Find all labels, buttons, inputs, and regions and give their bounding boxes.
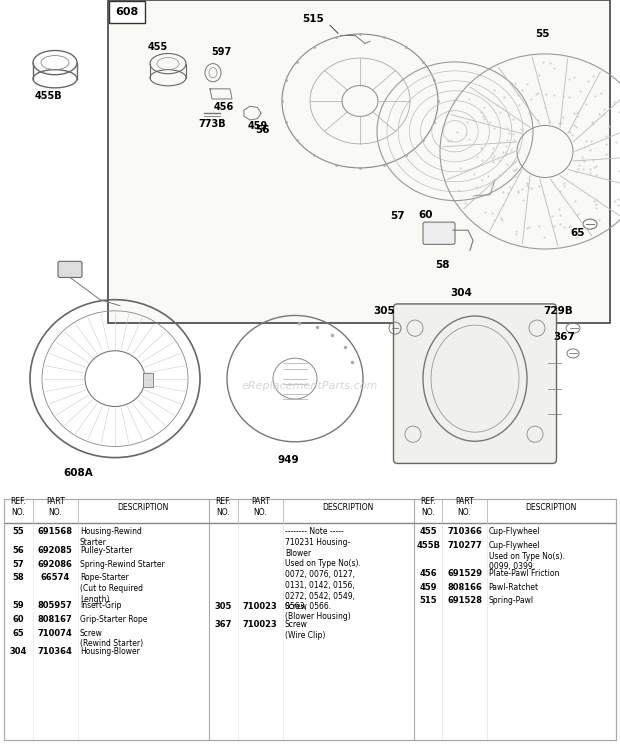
Text: 597: 597 xyxy=(211,47,231,57)
Text: 56: 56 xyxy=(12,546,24,555)
Text: 691529: 691529 xyxy=(447,569,482,578)
Text: Screw
(Blower Housing): Screw (Blower Housing) xyxy=(285,602,350,621)
Text: Pulley-Starter: Pulley-Starter xyxy=(80,546,132,555)
Text: 65: 65 xyxy=(570,228,585,238)
Text: 59: 59 xyxy=(12,601,24,610)
Text: REF.
NO.: REF. NO. xyxy=(216,497,231,517)
Text: 692085: 692085 xyxy=(38,546,73,555)
Text: 56: 56 xyxy=(255,125,270,135)
Text: 304: 304 xyxy=(10,647,27,656)
Text: 773B: 773B xyxy=(198,119,226,129)
Text: Screw
(Wire Clip): Screw (Wire Clip) xyxy=(285,620,325,640)
Text: 710277: 710277 xyxy=(447,541,482,550)
Text: 455B: 455B xyxy=(35,91,63,101)
Text: 65: 65 xyxy=(12,629,24,638)
Text: Pawl-Ratchet: Pawl-Ratchet xyxy=(489,583,539,591)
Text: 691528: 691528 xyxy=(447,597,482,606)
Text: DESCRIPTION: DESCRIPTION xyxy=(118,502,169,512)
Text: Cup-Flywheel: Cup-Flywheel xyxy=(489,527,540,536)
Text: 729B: 729B xyxy=(543,306,573,316)
Text: 55: 55 xyxy=(535,29,549,39)
Text: DESCRIPTION: DESCRIPTION xyxy=(526,502,577,512)
Text: 710364: 710364 xyxy=(38,647,73,656)
Text: 692086: 692086 xyxy=(38,559,73,568)
Text: 58: 58 xyxy=(12,574,24,583)
Text: 608: 608 xyxy=(115,7,139,17)
Text: 949: 949 xyxy=(277,455,299,466)
Text: DESCRIPTION: DESCRIPTION xyxy=(323,502,374,512)
Text: Spring-Pawl: Spring-Pawl xyxy=(489,597,534,606)
FancyBboxPatch shape xyxy=(423,222,455,244)
Text: 455B: 455B xyxy=(416,541,440,550)
Text: 710023: 710023 xyxy=(243,620,278,629)
Text: 66574: 66574 xyxy=(41,574,70,583)
Text: 456: 456 xyxy=(419,569,437,578)
Text: 367: 367 xyxy=(215,620,232,629)
Text: 691568: 691568 xyxy=(38,527,73,536)
FancyBboxPatch shape xyxy=(394,304,557,464)
Text: 55: 55 xyxy=(12,527,24,536)
Text: REF.
NO.: REF. NO. xyxy=(11,497,26,517)
Text: 710074: 710074 xyxy=(38,629,73,638)
Text: 608A: 608A xyxy=(63,468,93,478)
Text: 455: 455 xyxy=(419,527,437,536)
Text: 459: 459 xyxy=(419,583,437,591)
Text: 808167: 808167 xyxy=(38,615,73,624)
Text: eReplacementParts.com: eReplacementParts.com xyxy=(242,381,378,391)
FancyBboxPatch shape xyxy=(109,1,145,23)
Text: 515: 515 xyxy=(302,14,324,25)
Text: 57: 57 xyxy=(12,559,24,568)
Text: 710023: 710023 xyxy=(243,602,278,611)
FancyBboxPatch shape xyxy=(58,261,82,278)
Text: 305: 305 xyxy=(215,602,232,611)
Text: Insert-Grip: Insert-Grip xyxy=(80,601,121,610)
Text: 305: 305 xyxy=(373,306,395,316)
Text: REF.
NO.: REF. NO. xyxy=(420,497,436,517)
Bar xyxy=(143,373,153,387)
Bar xyxy=(108,0,610,323)
Text: -------- Note -----
710231 Housing-
Blower
Used on Type No(s).
0072, 0076, 0127,: -------- Note ----- 710231 Housing- Blow… xyxy=(285,527,361,612)
Text: 58: 58 xyxy=(435,260,449,269)
Text: 60: 60 xyxy=(418,210,433,220)
Text: 304: 304 xyxy=(450,288,472,298)
Text: Grip-Starter Rope: Grip-Starter Rope xyxy=(80,615,147,624)
Text: 367: 367 xyxy=(553,333,575,342)
Text: Spring-Rewind Starter: Spring-Rewind Starter xyxy=(80,559,164,568)
Text: Cup-Flywheel
Used on Type No(s).
0099, 0399.: Cup-Flywheel Used on Type No(s). 0099, 0… xyxy=(489,541,565,571)
Text: PART
NO.: PART NO. xyxy=(46,497,64,517)
Text: 57: 57 xyxy=(390,211,405,221)
Text: 459: 459 xyxy=(248,121,268,131)
Text: 710366: 710366 xyxy=(447,527,482,536)
Text: 805957: 805957 xyxy=(38,601,73,610)
Text: 456: 456 xyxy=(214,102,234,112)
Text: Rope-Starter
(Cut to Required
Length): Rope-Starter (Cut to Required Length) xyxy=(80,574,143,604)
Text: Screw
(Rewind Starter): Screw (Rewind Starter) xyxy=(80,629,143,649)
Text: 808166: 808166 xyxy=(447,583,482,591)
Text: 515: 515 xyxy=(419,597,437,606)
Text: PART
NO.: PART NO. xyxy=(251,497,270,517)
Text: 455: 455 xyxy=(148,42,168,53)
Text: Plate-Pawl Friction: Plate-Pawl Friction xyxy=(489,569,559,578)
Text: PART
NO.: PART NO. xyxy=(455,497,474,517)
Text: Housing-Rewind
Starter: Housing-Rewind Starter xyxy=(80,527,142,547)
Text: Housing-Blower: Housing-Blower xyxy=(80,647,140,656)
Text: 60: 60 xyxy=(12,615,24,624)
